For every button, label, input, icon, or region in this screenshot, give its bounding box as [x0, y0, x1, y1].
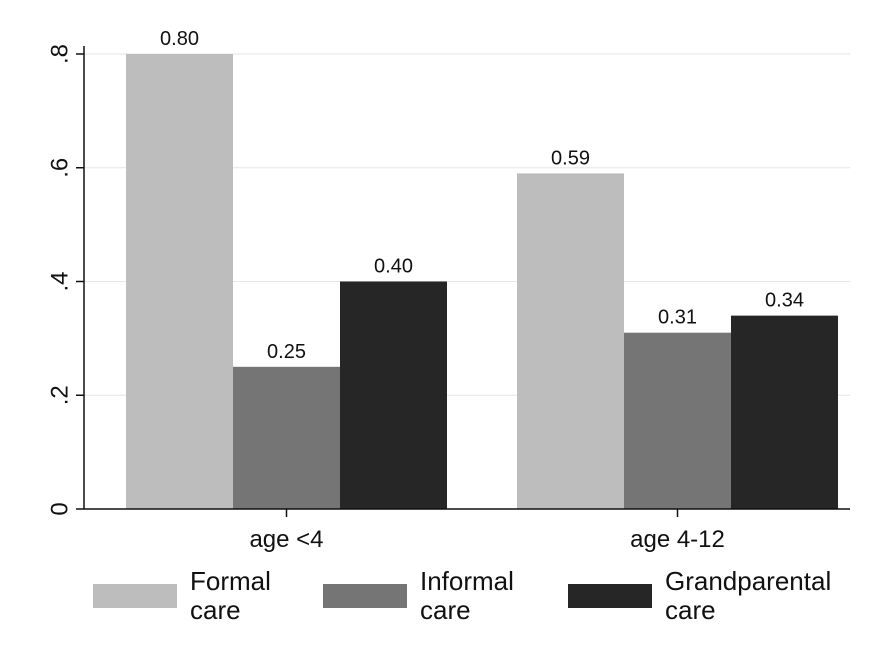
bar-formal-care-1	[126, 54, 233, 509]
bars	[126, 54, 838, 509]
y-tick-label: .6	[47, 158, 74, 178]
y-tick-label: .2	[47, 385, 74, 405]
axes: 0 .2 .4 .6 .8 age <4 age 4-12	[47, 44, 850, 553]
y-tick-label: .4	[47, 271, 74, 291]
legend-label: Grandparental care	[665, 566, 831, 625]
legend-label: Informal care	[420, 566, 514, 625]
bar-grandparental-care-2	[731, 315, 838, 509]
bar-informal-care-1	[233, 366, 340, 509]
legend-swatch	[568, 584, 652, 608]
bar-formal-care-2	[517, 173, 624, 509]
bar-value-label: 0.31	[658, 307, 697, 329]
bar-value-label: 0.80	[160, 28, 199, 50]
y-tick-label: 0	[47, 502, 74, 515]
bar-informal-care-2	[624, 332, 731, 509]
bar-value-label: 0.59	[551, 147, 590, 169]
category-label: age 4-12	[630, 526, 725, 553]
bar-value-label: 0.25	[267, 341, 306, 363]
category-label: age <4	[249, 526, 323, 553]
legend-label: Formal care	[190, 566, 271, 625]
legend-swatch	[93, 584, 177, 608]
bar-value-label: 0.40	[374, 256, 413, 278]
bar-grandparental-care-1	[340, 281, 447, 509]
legend-swatch	[323, 584, 407, 608]
bar-value-label: 0.34	[765, 290, 804, 312]
bar-value-labels: 0.80 0.25 0.40 0.59 0.31 0.34	[160, 28, 804, 363]
y-tick-label: .8	[47, 44, 74, 64]
legend: Formal care Informal care Grandparental care	[93, 566, 831, 625]
